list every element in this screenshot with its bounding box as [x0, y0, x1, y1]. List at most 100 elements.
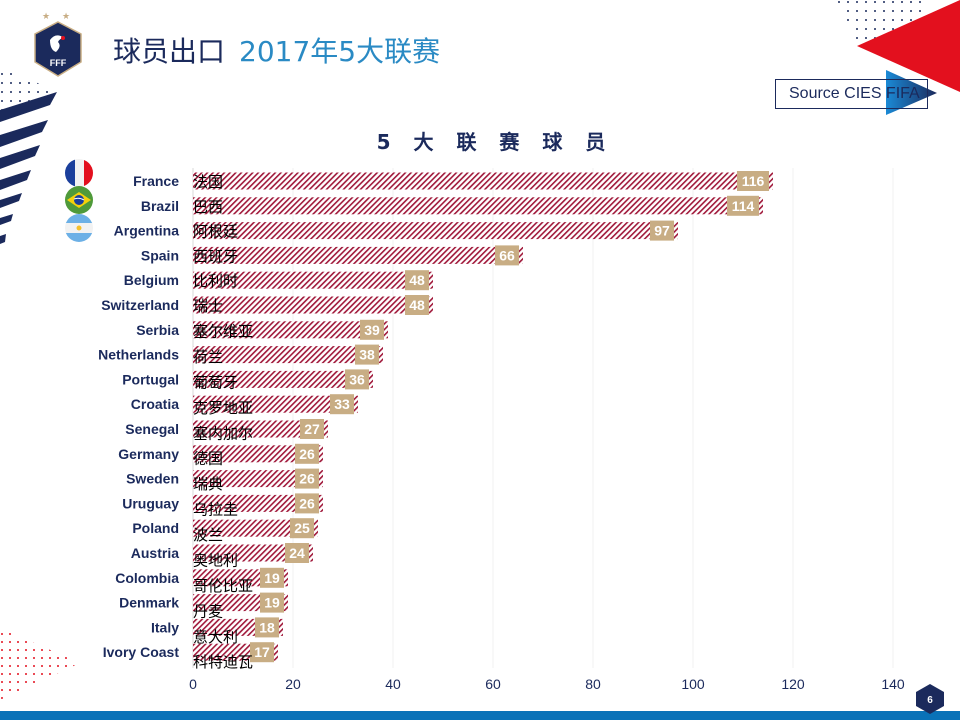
x-tick-label: 140: [881, 676, 905, 692]
x-tick-label: 40: [385, 676, 401, 692]
category-label: France: [133, 173, 179, 189]
value-label: 25: [294, 520, 310, 536]
value-label-bg: [495, 245, 519, 266]
value-label-bg: [650, 220, 674, 241]
bar: [193, 197, 763, 215]
value-label-bg: [355, 344, 379, 365]
source-arrow-icon: [886, 70, 937, 115]
category-label: Italy: [151, 619, 179, 635]
category-label-cn: 科特迪瓦: [193, 654, 253, 671]
source-box: Source CIES FIFA: [775, 79, 928, 109]
category-label: Switzerland: [101, 297, 179, 313]
category-label: Sweden: [126, 471, 179, 487]
category-label-cn: 乌拉圭: [193, 502, 238, 519]
value-label-bg: [737, 171, 769, 191]
bar: [193, 494, 323, 512]
bar: [193, 395, 358, 413]
value-label-bg: [345, 369, 369, 390]
value-label-bg: [285, 543, 309, 563]
value-label-bg: [255, 617, 279, 638]
category-label-cn: 西班牙: [193, 248, 238, 265]
value-label: 26: [299, 446, 315, 462]
category-label: Colombia: [115, 570, 179, 586]
value-label-bg: [300, 419, 324, 439]
x-tick-label: 20: [285, 676, 301, 692]
category-label-cn: 克罗地亚: [193, 400, 253, 417]
category-label-cn: 塞尔维亚: [193, 322, 253, 340]
value-label: 48: [409, 297, 425, 313]
value-label: 19: [264, 570, 280, 586]
bar: [193, 370, 373, 388]
bar: [193, 222, 678, 240]
page-number: 6: [927, 695, 933, 706]
category-label: Netherlands: [98, 347, 179, 363]
value-label: 114: [732, 198, 755, 214]
value-label-bg: [405, 295, 429, 315]
category-label: Serbia: [136, 322, 179, 338]
value-label: 19: [264, 595, 280, 611]
bottom-bar: [0, 711, 960, 720]
category-label-cn: 丹麦: [193, 603, 223, 620]
value-label: 38: [359, 347, 375, 363]
value-label: 39: [364, 322, 380, 338]
value-label: 26: [299, 471, 315, 487]
page-title-sub: 2017年5大联赛: [239, 35, 441, 68]
page-number-badge: 6: [916, 684, 944, 714]
bar: [193, 470, 323, 488]
category-label: Senegal: [125, 421, 179, 437]
value-label: 26: [299, 495, 315, 511]
bar: [193, 544, 313, 562]
chart-title: 5 大 联 赛 球 员: [376, 130, 614, 154]
category-label: Denmark: [119, 595, 179, 611]
bar: [193, 346, 383, 364]
value-label: 24: [289, 545, 305, 561]
category-label-cn: 比利时: [193, 273, 238, 290]
page-title-main: 球员出口: [113, 35, 226, 68]
category-label: Uruguay: [122, 495, 179, 511]
category-label: Ivory Coast: [103, 644, 180, 660]
x-tick-label: 0: [189, 676, 197, 692]
category-label-cn: 波兰: [193, 527, 223, 544]
category-label-cn: 哥伦比亚: [193, 578, 253, 595]
fff-logo: ★ ★ FFF: [34, 11, 82, 77]
x-tick-label: 100: [681, 676, 705, 692]
value-label-bg: [295, 493, 319, 514]
value-label: 116: [742, 173, 765, 189]
x-tick-label: 80: [585, 676, 601, 692]
value-label-bg: [260, 592, 284, 613]
value-label: 18: [259, 619, 275, 635]
bar: [193, 271, 433, 289]
category-label-cn: 阿根廷: [193, 224, 238, 241]
bar: [193, 296, 433, 314]
value-label-bg: [295, 468, 319, 489]
category-label: Portugal: [122, 371, 179, 387]
category-label: Germany: [118, 446, 179, 462]
category-label-cn: 荷兰: [193, 349, 223, 366]
value-label-bg: [295, 443, 319, 464]
value-label-bg: [260, 567, 284, 588]
category-label: Spain: [141, 247, 179, 263]
bar: [193, 172, 773, 190]
page-title: 球员出口 2017年5大联赛: [113, 30, 440, 70]
bar: [193, 246, 523, 264]
category-label: Poland: [132, 520, 179, 536]
category-label: Austria: [131, 545, 179, 561]
category-label-cn: 法国: [193, 174, 223, 191]
bar: [193, 445, 323, 463]
category-label-cn: 德国: [193, 450, 223, 468]
value-label-bg: [330, 394, 354, 415]
svg-text:★: ★: [62, 11, 70, 21]
brazil-flag-icon: [65, 186, 93, 214]
svg-text:★: ★: [42, 11, 50, 21]
category-label: Argentina: [114, 223, 180, 239]
value-label: 97: [654, 223, 670, 239]
category-label-cn: 意大利: [193, 628, 238, 646]
value-label: 66: [499, 247, 515, 263]
bar: [193, 321, 388, 339]
value-label-bg: [727, 195, 759, 216]
value-label: 33: [334, 396, 350, 412]
category-label: Croatia: [131, 396, 179, 412]
value-label: 27: [304, 421, 320, 437]
